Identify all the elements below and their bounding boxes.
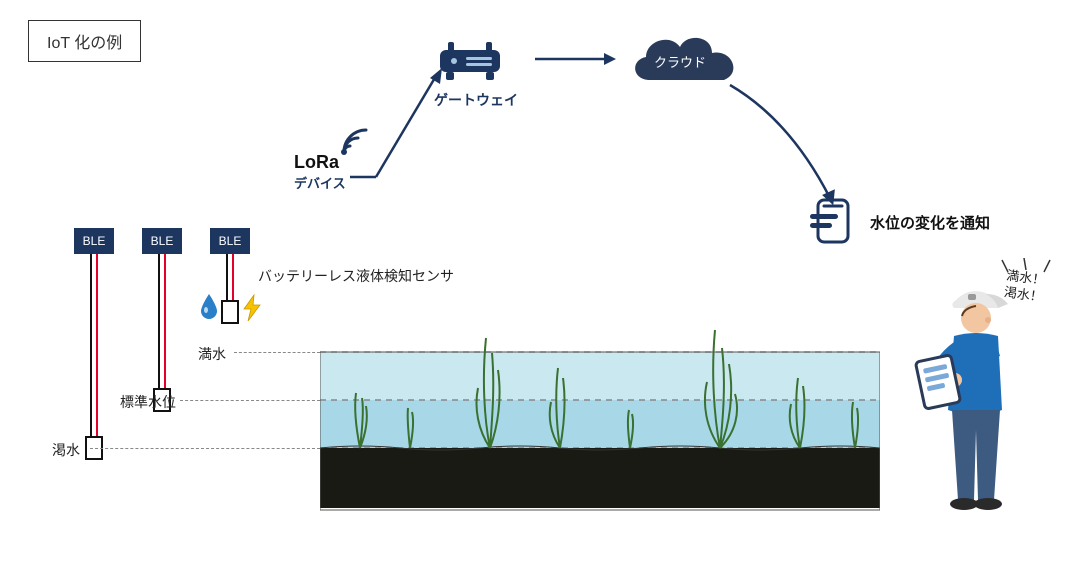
- dash-normal: [180, 400, 320, 401]
- notification-label: 水位の変化を通知: [870, 212, 990, 233]
- sensor3-line-black: [226, 254, 228, 302]
- ble-module-3: BLE: [210, 228, 250, 254]
- ble-module-1: BLE: [74, 228, 114, 254]
- cloud-label-svg: クラウド: [654, 55, 706, 70]
- alert-line2: 渇水！: [1003, 284, 1044, 304]
- arrow-cloud-phone: [720, 80, 880, 220]
- arrow-gateway-cloud: [530, 44, 620, 74]
- dash-full: [234, 352, 320, 353]
- ble-module-2: BLE: [142, 228, 182, 254]
- crop-field: [320, 300, 880, 520]
- lora-main: LoRa: [294, 152, 339, 172]
- level-full-label: 満水: [198, 344, 226, 364]
- level-normal-label: 標準水位: [120, 392, 176, 412]
- sensor-caption: バッテリーレス液体検知センサ: [258, 266, 454, 286]
- sensor3-line-red: [232, 254, 234, 302]
- sensor3-box: [221, 300, 239, 324]
- arrow-lora-gateway: [350, 62, 460, 182]
- sensor1-line-black: [90, 254, 92, 438]
- sensor2-line-black: [158, 254, 160, 390]
- title-box: IoT 化の例: [28, 20, 141, 62]
- farmer-icon: [900, 280, 1040, 540]
- water-drop-icon: [198, 292, 220, 320]
- lora-label: LoRa デバイス: [294, 152, 346, 192]
- sensor2-line-red: [164, 254, 166, 390]
- level-low-label: 渇水: [52, 440, 80, 460]
- sensor1-line-red: [96, 254, 98, 438]
- lora-sub: デバイス: [294, 176, 346, 191]
- phone-icon: [810, 196, 856, 246]
- title-text: IoT 化の例: [47, 35, 122, 52]
- dash-low: [90, 448, 320, 449]
- bolt-icon: [242, 294, 262, 322]
- alert-lines-icon: [1000, 258, 1060, 278]
